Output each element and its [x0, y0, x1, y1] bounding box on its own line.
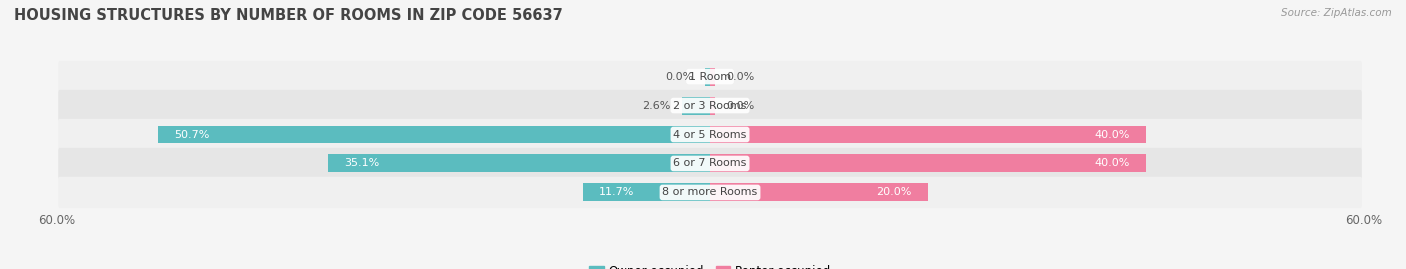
Bar [710, 154, 1146, 172]
Text: 0.0%: 0.0% [665, 72, 693, 82]
FancyBboxPatch shape [58, 177, 1362, 208]
Text: Source: ZipAtlas.com: Source: ZipAtlas.com [1281, 8, 1392, 18]
Text: 6 or 7 Rooms: 6 or 7 Rooms [673, 158, 747, 168]
Text: 2.6%: 2.6% [643, 101, 671, 111]
Text: 20.0%: 20.0% [876, 187, 911, 197]
Text: 0.0%: 0.0% [727, 72, 755, 82]
Bar [582, 183, 710, 201]
Bar [157, 126, 710, 143]
Bar [328, 154, 710, 172]
Bar [704, 68, 710, 86]
FancyBboxPatch shape [58, 148, 1362, 179]
Bar [710, 97, 716, 115]
Text: 35.1%: 35.1% [344, 158, 380, 168]
Text: 4 or 5 Rooms: 4 or 5 Rooms [673, 129, 747, 140]
Text: 2 or 3 Rooms: 2 or 3 Rooms [673, 101, 747, 111]
Text: 1 Room: 1 Room [689, 72, 731, 82]
Text: 0.0%: 0.0% [727, 101, 755, 111]
Text: 11.7%: 11.7% [599, 187, 634, 197]
FancyBboxPatch shape [58, 90, 1362, 121]
Bar [710, 68, 716, 86]
Legend: Owner-occupied, Renter-occupied: Owner-occupied, Renter-occupied [585, 260, 835, 269]
Text: HOUSING STRUCTURES BY NUMBER OF ROOMS IN ZIP CODE 56637: HOUSING STRUCTURES BY NUMBER OF ROOMS IN… [14, 8, 562, 23]
Text: 50.7%: 50.7% [174, 129, 209, 140]
Bar [710, 183, 928, 201]
FancyBboxPatch shape [58, 119, 1362, 150]
FancyBboxPatch shape [58, 61, 1362, 92]
Text: 8 or more Rooms: 8 or more Rooms [662, 187, 758, 197]
Text: 40.0%: 40.0% [1094, 158, 1129, 168]
Bar [710, 126, 1146, 143]
Text: 40.0%: 40.0% [1094, 129, 1129, 140]
Bar [682, 97, 710, 115]
